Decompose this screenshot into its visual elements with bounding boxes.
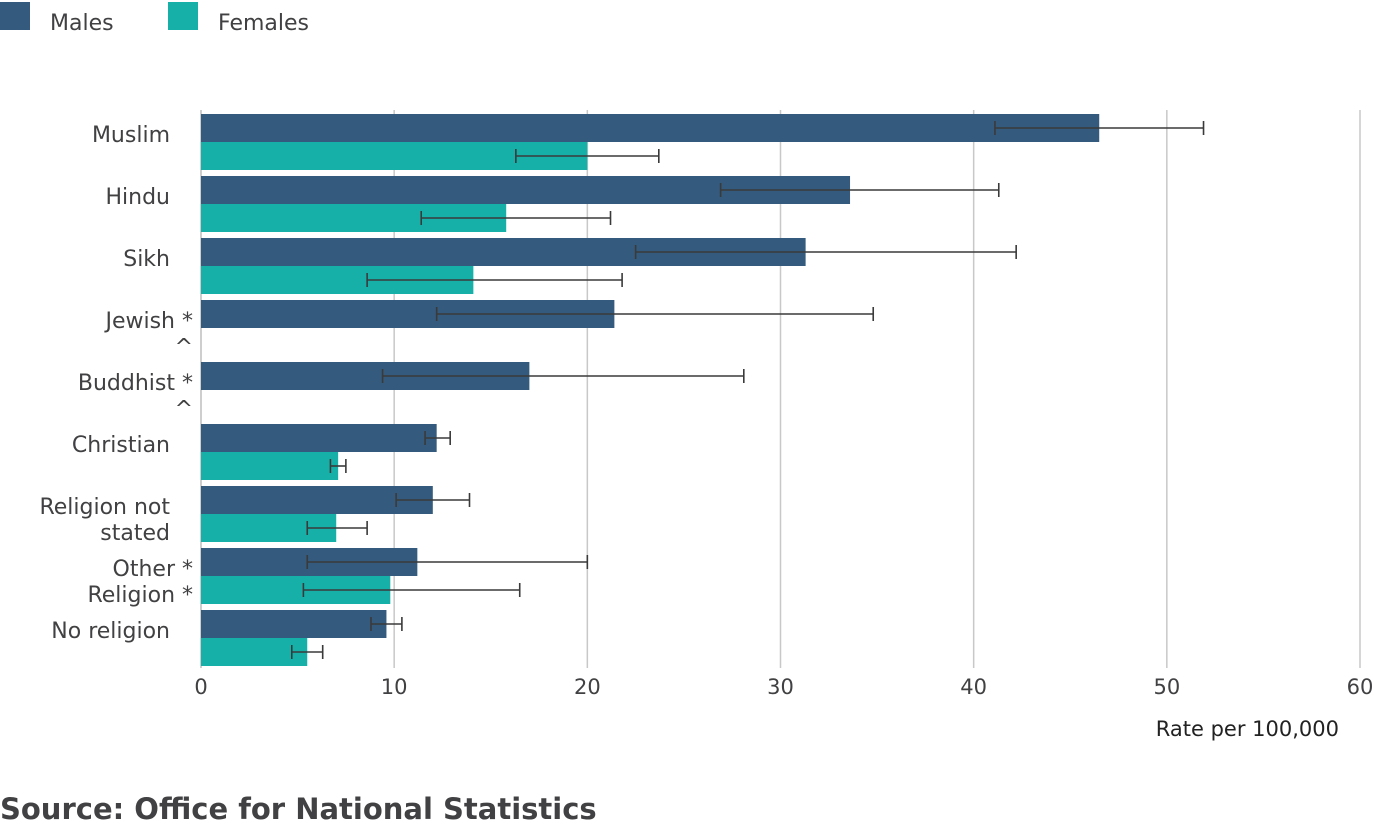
category-label: Other * Religion *	[87, 557, 193, 608]
x-axis-title: Rate per 100,000	[1156, 717, 1339, 741]
bars	[201, 114, 1205, 666]
legend-label-males: Males	[50, 11, 114, 36]
category-label-line: Muslim	[92, 123, 170, 148]
category-label-line: Buddhist *	[78, 371, 193, 396]
category-label-line: Christian	[72, 433, 170, 458]
error-bar-males	[435, 307, 875, 321]
bar-females	[201, 638, 308, 666]
category-label-line: Religion not	[39, 495, 170, 520]
legend-label-females: Females	[218, 11, 309, 36]
legend-swatch-females	[168, 2, 198, 30]
legend-swatch-males	[0, 2, 30, 30]
category-label-line: Hindu	[105, 185, 170, 210]
category-label-line: Other *	[113, 557, 193, 582]
category-label-line: stated	[100, 521, 170, 546]
category-label-line: ^	[175, 397, 193, 422]
error-bar-males	[306, 555, 589, 569]
error-bar-males	[381, 369, 745, 383]
x-tick-label: 10	[381, 675, 408, 699]
category-label-line: Sikh	[123, 247, 170, 272]
bar-males	[201, 486, 433, 514]
chart: Males Females 0 10 20 30 40 50 60 Rate per 100,00…	[0, 2, 1374, 741]
category-label-line: Jewish *	[103, 309, 193, 334]
error-bar-females	[290, 645, 324, 659]
x-tick-label: 50	[1153, 675, 1180, 699]
error-bar-males	[370, 617, 403, 631]
x-tick-label: 20	[574, 675, 601, 699]
error-bar-females	[329, 459, 347, 473]
error-bar-males	[719, 183, 1000, 197]
error-bar-females	[302, 583, 521, 597]
error-bar-males	[634, 245, 1017, 259]
bar-males	[201, 424, 437, 452]
error-bar-males	[424, 431, 451, 445]
error-bar-females	[420, 211, 612, 225]
x-tick-label: 0	[194, 675, 207, 699]
bar-males	[201, 114, 1100, 142]
category-label-line: Religion *	[87, 583, 193, 608]
error-bar-males	[994, 121, 1205, 135]
error-bar-females	[515, 149, 660, 163]
x-tick-label: 40	[960, 675, 987, 699]
error-bar-females	[306, 521, 368, 535]
error-bar-females	[366, 273, 623, 287]
category-label: No religion	[51, 619, 170, 644]
source-note: Source: Office for National Statistics	[0, 792, 597, 826]
x-tick-label: 30	[767, 675, 794, 699]
bar-females	[201, 452, 339, 480]
x-tick-label: 60	[1347, 675, 1374, 699]
bar-males	[201, 610, 387, 638]
category-label: Sikh	[123, 247, 170, 272]
category-label: Religion not stated	[39, 495, 170, 546]
category-label: Muslim	[92, 123, 170, 148]
category-label: Jewish * ^	[103, 309, 193, 360]
category-label-line: ^	[175, 335, 193, 360]
category-label-line: No religion	[51, 619, 170, 644]
category-label: Christian	[72, 433, 170, 458]
category-label: Hindu	[105, 185, 170, 210]
category-label: Buddhist * ^	[78, 371, 193, 422]
legend: Males Females	[0, 2, 309, 36]
error-bar-males	[395, 493, 471, 507]
